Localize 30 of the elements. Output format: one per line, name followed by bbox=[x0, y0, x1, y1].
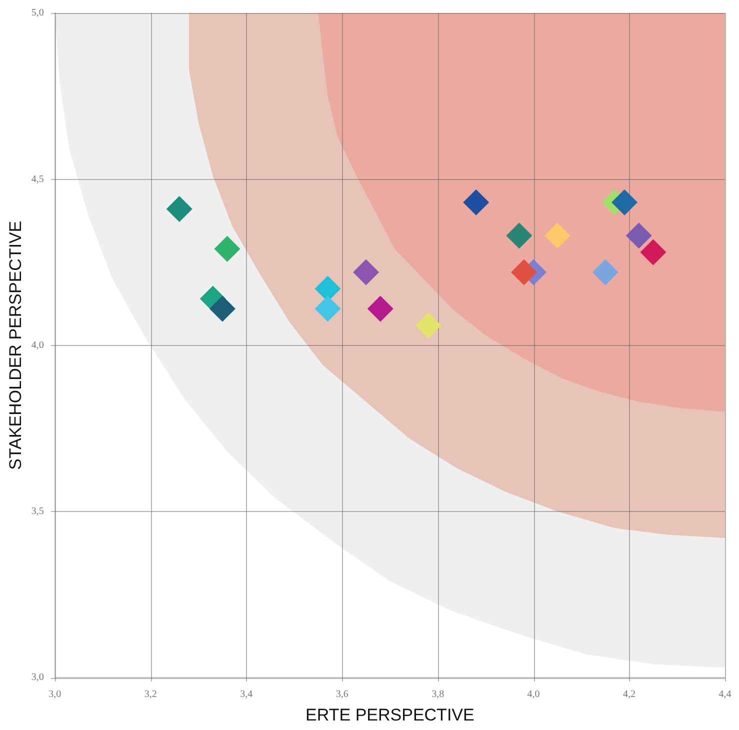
point bbox=[353, 259, 380, 286]
point bbox=[214, 236, 240, 262]
point bbox=[463, 189, 490, 216]
x-tick-label: 4,2 bbox=[623, 689, 636, 700]
x-tick-label: 3,0 bbox=[48, 689, 62, 700]
x-tick-label: 3,2 bbox=[144, 689, 157, 700]
y-axis-title: STAKEHOLDER PERSPECTIVE bbox=[6, 220, 25, 470]
point bbox=[166, 196, 192, 222]
y-tick-label: 3,5 bbox=[31, 506, 44, 518]
y-tick-label: 4,0 bbox=[31, 340, 44, 351]
x-tick-label: 4,0 bbox=[527, 689, 540, 700]
x-tick-label: 4,4 bbox=[718, 689, 732, 700]
y-tick-label: 4,5 bbox=[31, 174, 44, 185]
point bbox=[592, 259, 618, 286]
x-tick-label: 3,8 bbox=[432, 689, 444, 700]
x-tick-label: 3,4 bbox=[240, 689, 253, 700]
x-tick-label: 3,6 bbox=[336, 689, 348, 700]
point bbox=[506, 222, 532, 249]
point bbox=[314, 296, 341, 322]
point bbox=[640, 239, 666, 266]
point bbox=[611, 189, 638, 216]
x-axis-title: ERTE PERSPECTIVE bbox=[306, 705, 474, 724]
point bbox=[626, 222, 652, 249]
point bbox=[209, 296, 236, 322]
point bbox=[544, 222, 570, 249]
y-tick-label: 3,0 bbox=[31, 672, 44, 684]
point bbox=[367, 296, 394, 322]
point bbox=[415, 312, 442, 338]
point bbox=[510, 259, 537, 286]
y-tick-label: 5,0 bbox=[31, 8, 44, 19]
